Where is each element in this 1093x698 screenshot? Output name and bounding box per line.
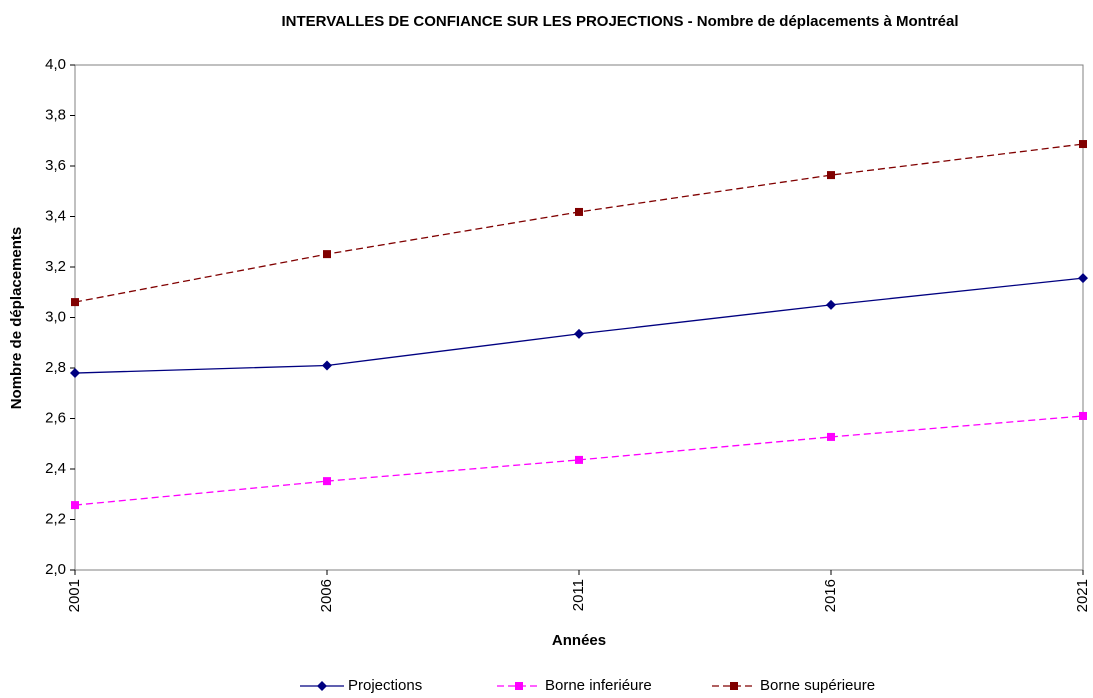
point (826, 299, 836, 310)
legend-marker (730, 682, 738, 690)
y-tick-label: 2,2 (45, 510, 66, 527)
y-tick-label: 3,4 (45, 207, 66, 224)
plot-area (74, 64, 1084, 571)
point (574, 328, 584, 339)
point (827, 171, 835, 180)
series-line (74, 143, 1084, 303)
legend-label: Borne inferiéure (545, 677, 652, 694)
point (1078, 273, 1088, 284)
point (575, 455, 583, 464)
legend-label: Projections (348, 677, 422, 694)
y-tick-label: 2,6 (45, 409, 66, 426)
y-tick-label: 3,8 (45, 106, 66, 123)
y-tick-label: 4,0 (45, 56, 66, 73)
x-tick-label: 2016 (822, 579, 839, 612)
y-tick-label: 3,6 (45, 157, 66, 174)
y-tick-label: 3,0 (45, 308, 66, 325)
y-tick-label: 2,4 (45, 460, 66, 477)
legend-marker (515, 682, 523, 690)
y-axis-label: Nombre de déplacements (8, 227, 25, 410)
point (1079, 140, 1087, 149)
point (71, 501, 79, 510)
series-line (74, 277, 1084, 374)
x-tick-label: 2006 (318, 579, 335, 612)
point (70, 368, 80, 379)
legend-label: Borne supérieure (760, 677, 875, 694)
chart-title: INTERVALLES DE CONFIANCE SUR LES PROJECT… (281, 13, 958, 30)
x-tick-label: 2001 (66, 579, 83, 612)
legend-marker (317, 681, 327, 691)
x-axis-label: Années (552, 632, 606, 649)
x-tick-label: 2011 (570, 579, 587, 611)
x-tick-label: 2021 (1074, 579, 1091, 612)
point (71, 298, 79, 307)
point (827, 432, 835, 441)
point (323, 477, 331, 486)
point (1079, 411, 1087, 420)
point (323, 250, 331, 259)
y-tick-label: 2,0 (45, 561, 66, 578)
point (322, 360, 332, 371)
y-tick-label: 3,2 (45, 258, 66, 275)
y-tick-label: 2,8 (45, 359, 66, 376)
point (575, 207, 583, 216)
